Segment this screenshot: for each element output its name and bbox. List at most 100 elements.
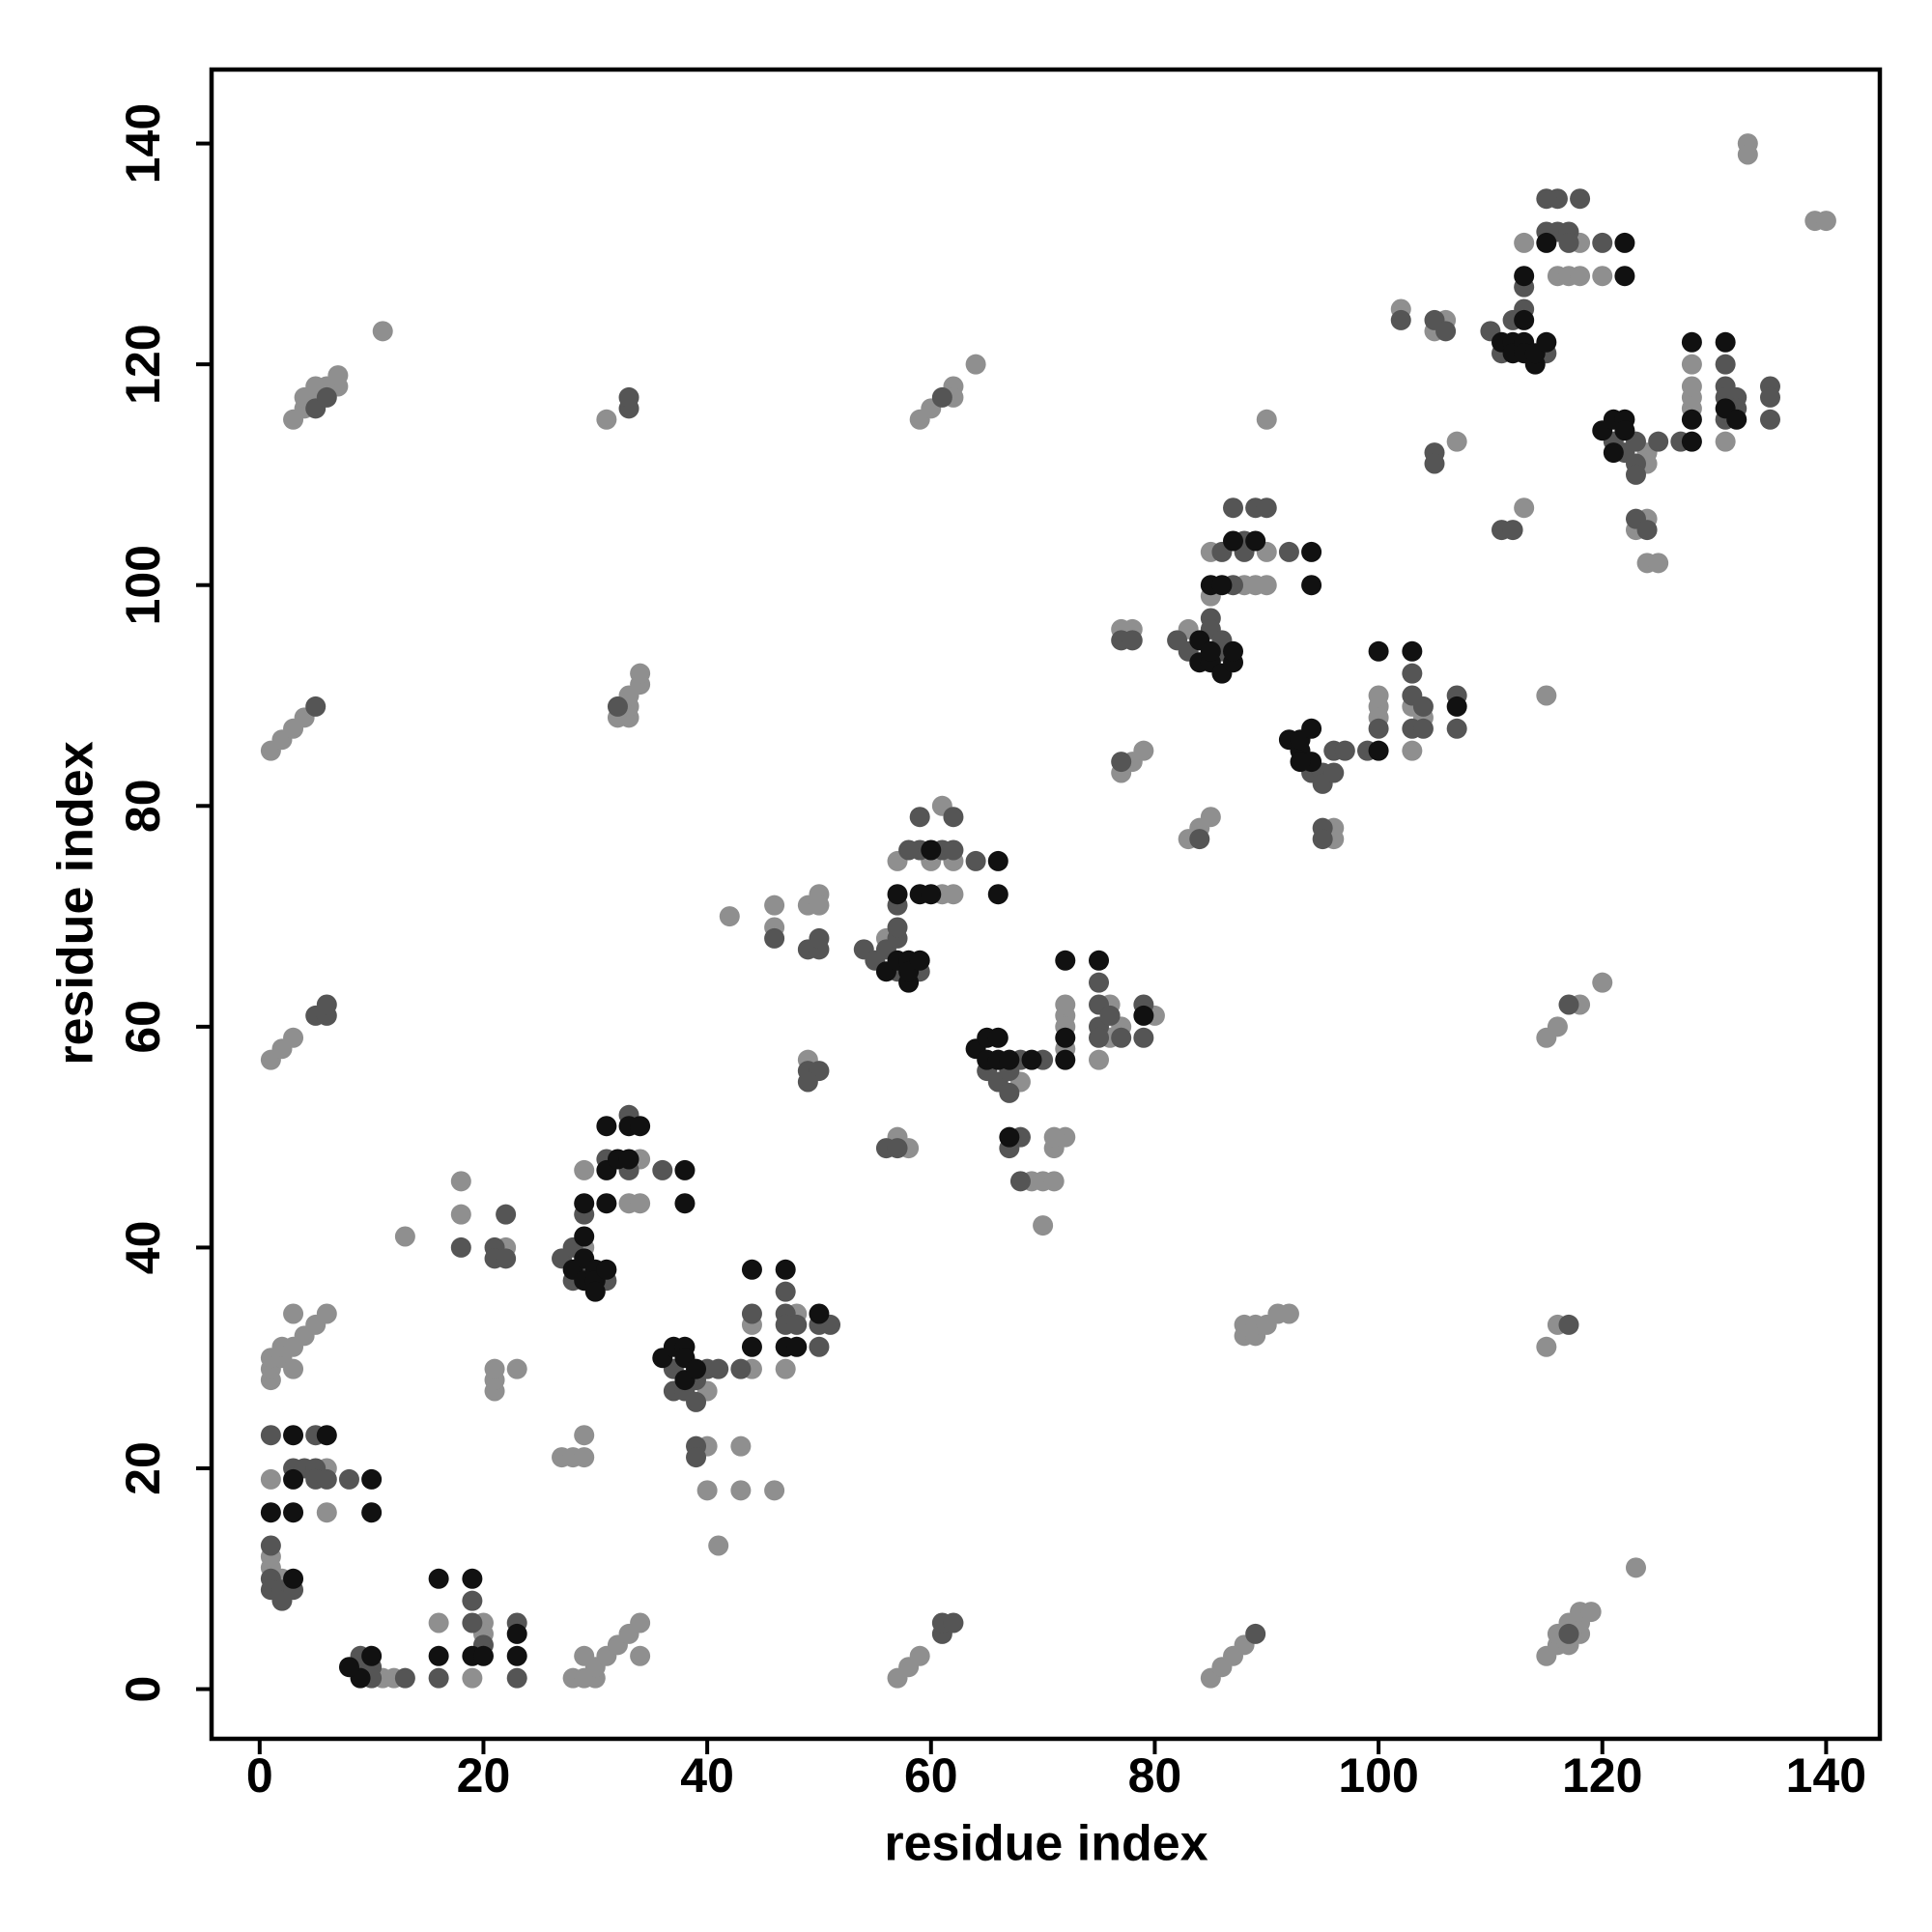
point — [1223, 530, 1244, 552]
point — [1055, 1049, 1076, 1070]
point — [708, 1535, 729, 1556]
point — [786, 1314, 808, 1335]
point — [394, 1226, 415, 1247]
point — [484, 1358, 505, 1379]
point — [1055, 1027, 1076, 1048]
point — [764, 895, 785, 916]
point — [1737, 144, 1758, 165]
point — [1536, 232, 1557, 253]
point — [921, 884, 942, 905]
x-tick-label: 140 — [1786, 1748, 1866, 1803]
point — [316, 994, 337, 1015]
point — [1009, 1171, 1031, 1192]
point — [1558, 232, 1579, 253]
point — [1446, 431, 1467, 452]
point — [283, 1425, 304, 1446]
point — [283, 1468, 304, 1490]
point — [630, 1116, 651, 1137]
point — [1021, 1049, 1042, 1070]
point — [1402, 740, 1423, 761]
point — [1089, 972, 1110, 993]
point — [1323, 762, 1345, 783]
point — [1592, 232, 1613, 253]
point — [931, 386, 952, 408]
point — [1223, 640, 1244, 662]
point — [1614, 266, 1635, 287]
point — [1278, 541, 1299, 562]
point — [797, 1071, 818, 1093]
x-axis-label: residue index — [884, 1816, 1208, 1872]
point — [1412, 696, 1434, 717]
point — [1256, 409, 1277, 430]
point — [372, 321, 393, 342]
point — [1189, 829, 1210, 850]
point — [965, 850, 986, 871]
point — [596, 1193, 617, 1214]
point — [1200, 807, 1221, 828]
x-tick-label: 80 — [1128, 1748, 1182, 1803]
point — [1502, 520, 1523, 541]
point — [987, 850, 1009, 871]
point — [943, 1612, 964, 1634]
point — [1122, 630, 1143, 651]
point — [450, 1236, 471, 1258]
point — [260, 1425, 281, 1446]
x-tick-label: 20 — [457, 1748, 511, 1803]
point — [1111, 752, 1132, 773]
point — [730, 1358, 752, 1379]
point — [965, 354, 986, 375]
point — [1715, 354, 1736, 375]
point — [909, 950, 930, 971]
plot-frame — [209, 67, 1883, 1742]
point — [887, 917, 908, 938]
point — [316, 386, 337, 408]
point — [316, 1425, 337, 1446]
x-tick-label: 40 — [680, 1748, 734, 1803]
point — [596, 1259, 617, 1280]
point — [596, 1116, 617, 1137]
point — [809, 1303, 830, 1324]
point — [462, 1612, 483, 1634]
point — [1625, 1557, 1646, 1578]
point — [361, 1468, 383, 1490]
point — [327, 365, 349, 386]
point — [1636, 520, 1658, 541]
x-tick-label: 0 — [246, 1748, 273, 1803]
point — [428, 1667, 449, 1689]
point — [1301, 575, 1322, 596]
point — [786, 1336, 808, 1357]
point — [1368, 640, 1389, 662]
point — [1223, 497, 1244, 519]
point — [1211, 575, 1233, 596]
point — [909, 1645, 930, 1666]
point — [708, 1358, 729, 1379]
point — [1580, 1602, 1602, 1623]
point — [260, 1468, 281, 1490]
x-tick-label: 60 — [904, 1748, 958, 1803]
point — [719, 906, 740, 927]
point — [741, 1303, 762, 1324]
point — [686, 1391, 707, 1412]
point — [305, 696, 327, 717]
y-tick-label: 140 — [116, 103, 170, 184]
point — [1055, 950, 1076, 971]
point — [1290, 752, 1311, 773]
point — [472, 1645, 494, 1666]
point — [1681, 331, 1702, 353]
point — [1815, 211, 1836, 232]
point — [1245, 530, 1266, 552]
point — [1368, 718, 1389, 739]
point — [1558, 1314, 1579, 1335]
point — [1681, 431, 1702, 452]
point — [1558, 994, 1579, 1015]
point — [1726, 409, 1747, 430]
point — [943, 884, 964, 905]
point — [809, 927, 830, 949]
point — [338, 1468, 359, 1490]
point — [283, 1502, 304, 1523]
point — [1402, 663, 1423, 684]
point — [1592, 972, 1613, 993]
point — [943, 839, 964, 861]
point — [1278, 1303, 1299, 1324]
point — [999, 1126, 1020, 1148]
